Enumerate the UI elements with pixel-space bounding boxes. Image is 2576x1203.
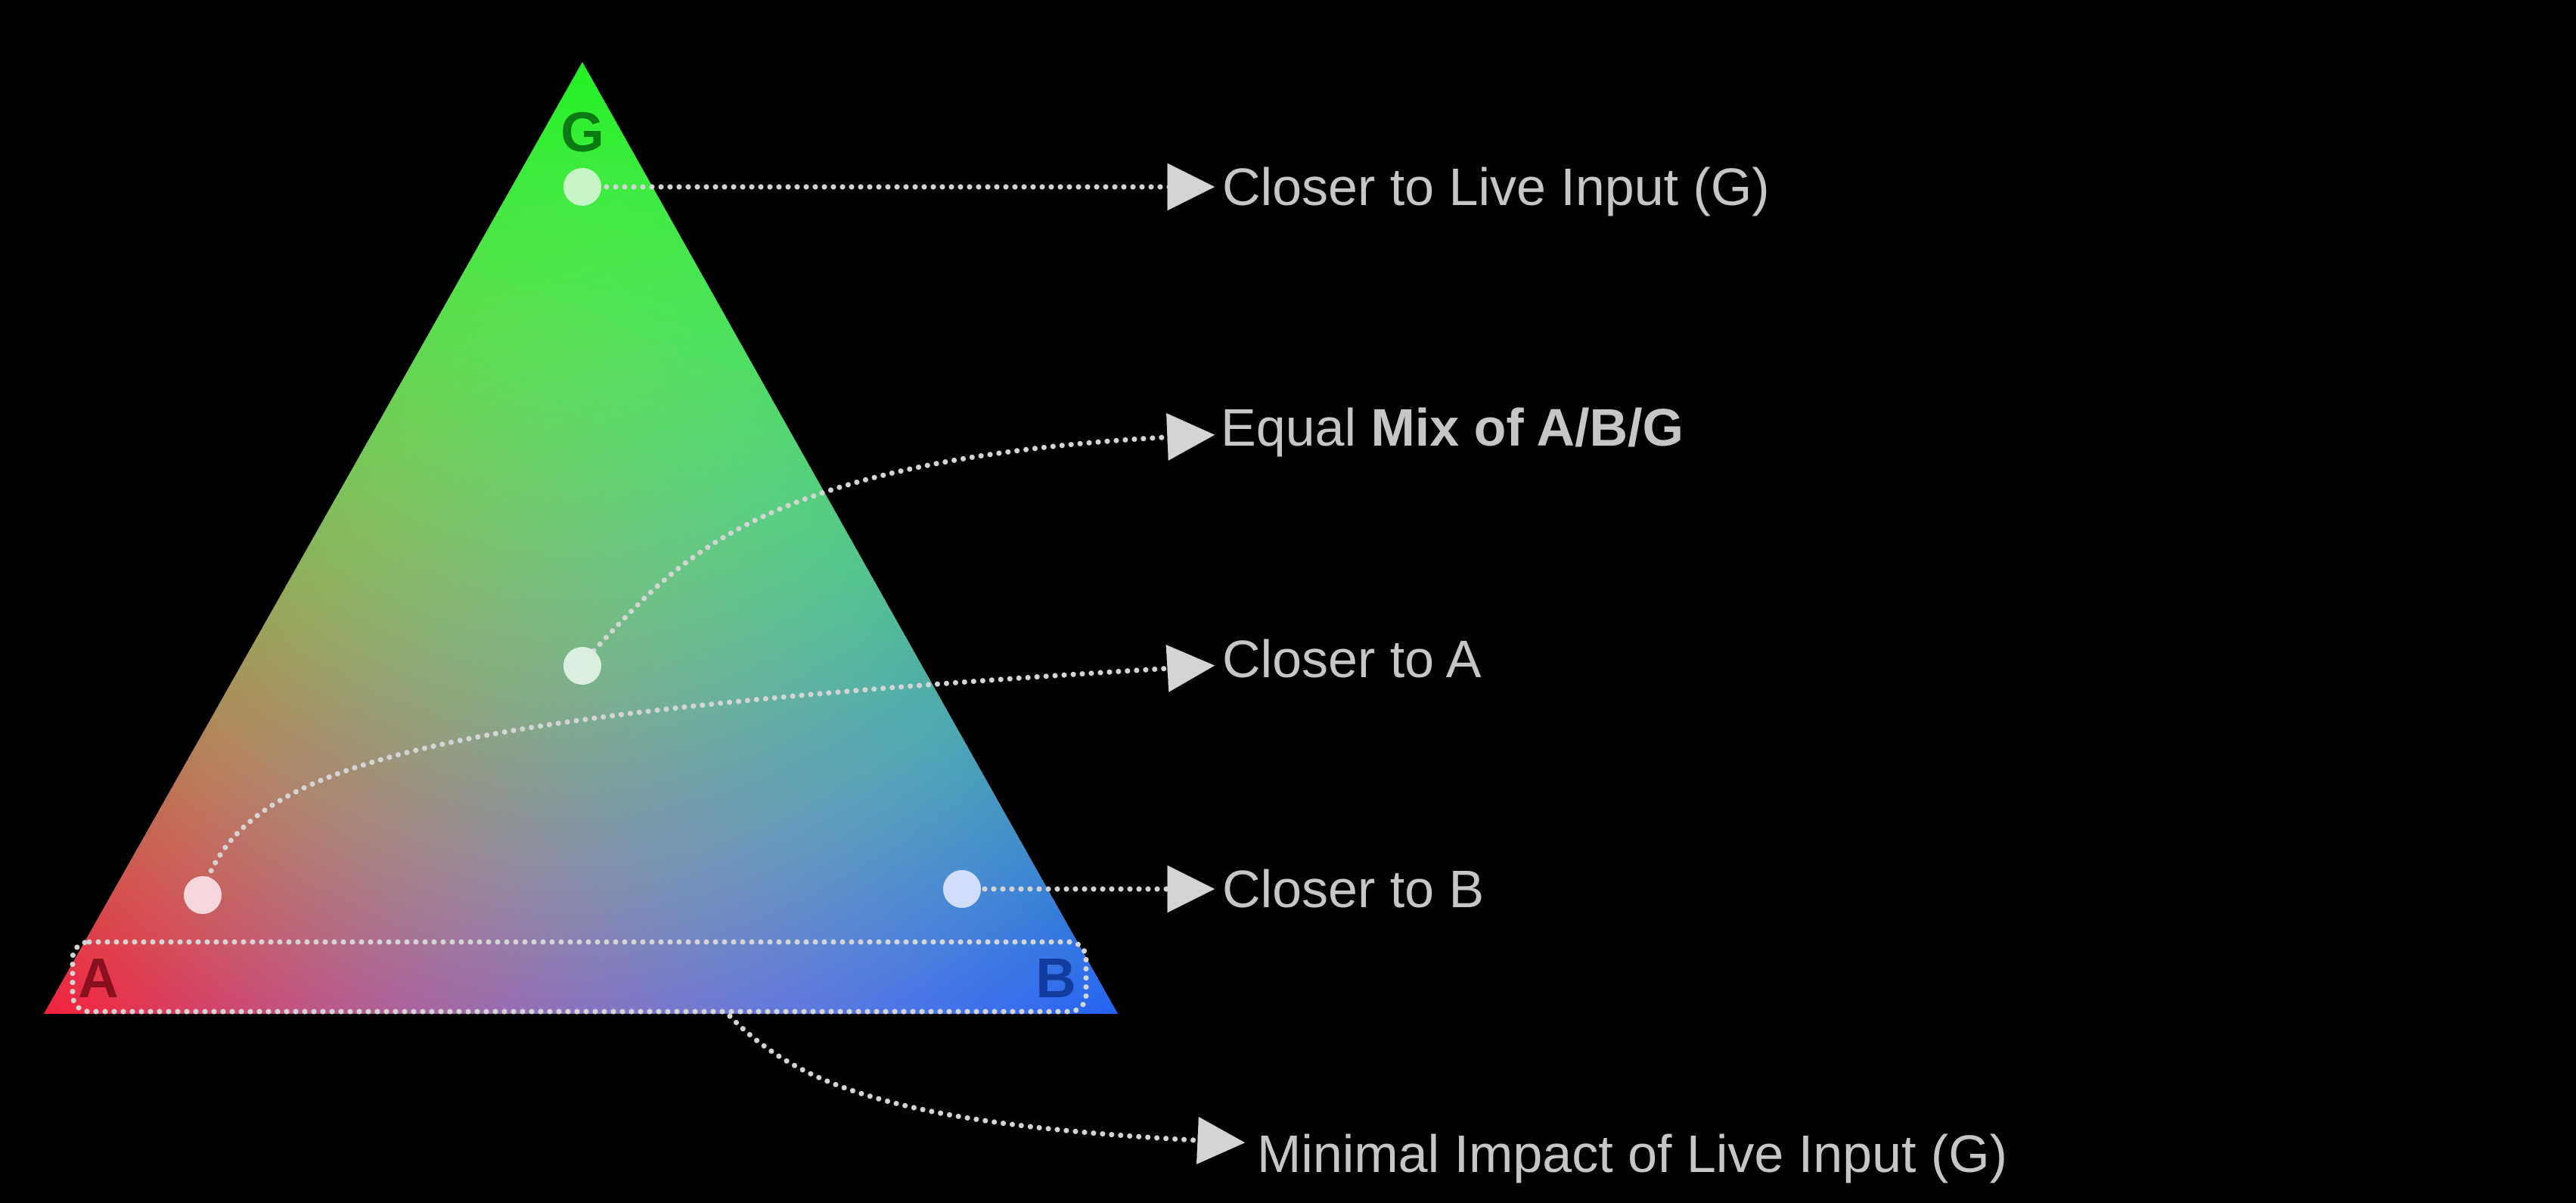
vertex-label-b: B [1035, 947, 1075, 1009]
point-near-a [184, 876, 222, 914]
point-near-b [943, 870, 981, 908]
callout-closer-to-live-input: Closer to Live Input (G) [1222, 157, 1770, 216]
point-near-g [563, 168, 601, 206]
base-region-outline [70, 939, 1089, 1015]
connector-closer-to-a [201, 644, 1215, 891]
vertex-label-g: G [560, 101, 604, 163]
callout-equal-mix: Equal Mix of A/B/G [1221, 401, 1684, 454]
color-triangle [44, 62, 1118, 1014]
callout-equal-mix-prefix: Equal [1221, 398, 1371, 457]
callout-equal-mix-bold: Mix of A/B/G [1370, 398, 1684, 457]
point-equal-mix [563, 647, 601, 685]
connector-equal-mix [591, 412, 1215, 654]
connector-minimal-impact [727, 1013, 1246, 1164]
callout-closer-to-b: Closer to B [1222, 860, 1485, 919]
vertex-label-a: A [78, 947, 118, 1009]
callout-closer-to-a: Closer to A [1222, 629, 1482, 689]
sample-points [184, 168, 981, 914]
triangle-green-blend [44, 62, 1118, 1014]
callout-minimal-impact: Minimal Impact of Live Input (G) [1257, 1124, 2007, 1183]
